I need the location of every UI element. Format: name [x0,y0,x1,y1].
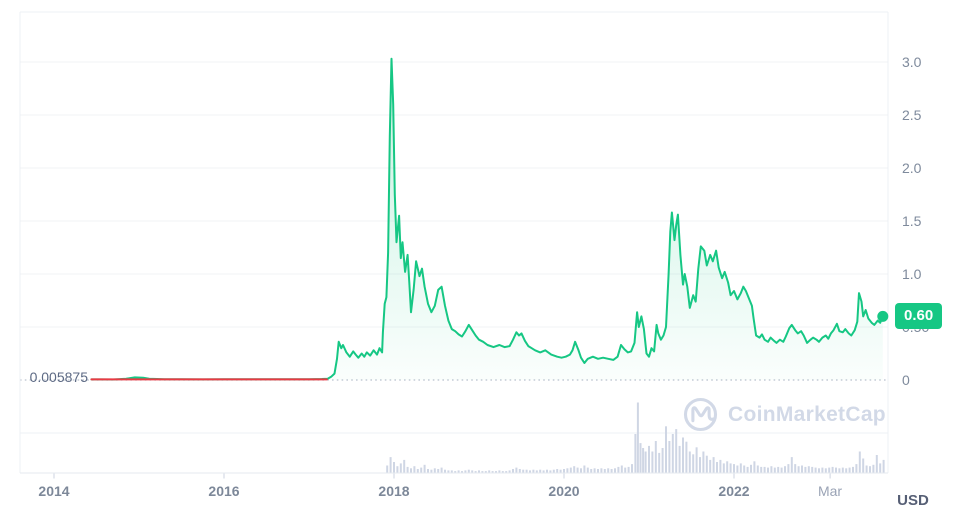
y-axis-label: 1.0 [902,266,922,282]
x-axis-label: 2020 [548,483,580,499]
coinmarketcap-logo-icon [683,397,718,432]
x-axis-label: 2014 [38,483,70,499]
watermark-label: CoinMarketCap [728,402,886,426]
y-axis-label: 1.5 [902,213,922,229]
start-price-label: 0.005875 [29,369,88,385]
y-axis-label: 3.0 [902,54,922,70]
x-axis-label: 2016 [208,483,240,499]
x-axis-label: 2018 [378,483,410,499]
y-axis-label: 2.0 [902,160,922,176]
y-axis-label: 2.5 [902,107,922,123]
current-price-badge: 0.60 [895,303,943,329]
x-axis-label: Mar [817,483,843,499]
x-axis-label: 2022 [718,483,750,499]
y-axis-label: 0 [902,372,910,388]
currency-unit-label: USD [897,492,929,509]
coinmarketcap-watermark: CoinMarketCap [682,396,886,433]
